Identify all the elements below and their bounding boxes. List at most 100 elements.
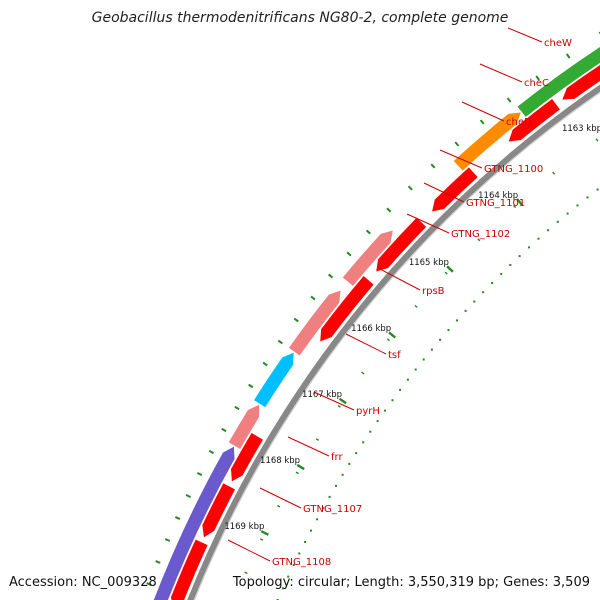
reverse-gene-arrow [287,289,342,357]
guide-dot [556,220,559,223]
guide-dot [348,462,351,465]
guide-dot [298,552,301,555]
guide-dot [335,484,337,487]
gene-leader-line [461,101,505,122]
gene-label: frr [331,452,343,463]
forward-strand-track [170,64,600,600]
guide-dot [310,529,312,532]
inner-tick [506,97,512,103]
inner-tick [146,582,152,586]
inner-tick [174,516,181,520]
inner-tick-ring [146,31,600,586]
inner-tick [479,119,485,125]
guide-dot [287,575,290,578]
reverse-strand-track [152,46,600,600]
guide-dot [414,368,417,371]
gene-leader-line [507,27,543,43]
gene-leader-line [406,213,450,234]
scale-label: 1164 kbp [478,191,518,201]
genome-summary-text: Topology: circular; Length: 3,550,319 bp… [232,575,590,590]
forward-gene-arrow [431,166,479,213]
forward-gene-arrow [375,216,428,273]
guide-dot [500,272,503,275]
dotted-guide-ring [276,188,599,600]
inner-tick [234,405,240,411]
gene-label: cheW [544,38,572,49]
minor-tick [552,171,556,175]
inner-tick [407,185,413,191]
guide-dot [482,291,485,294]
inner-tick [565,53,571,59]
gene-label: GTNG_1102 [451,229,510,240]
guide-dot [399,388,402,391]
guide-dot [447,329,450,332]
reverse-gene-arrow [516,46,600,119]
minor-tick [513,204,517,209]
inner-tick [248,383,254,389]
inner-tick [535,75,540,81]
guide-dot [328,495,331,498]
scale-label: 1163 kbp [562,124,600,134]
gene-label: pyrH [356,406,380,417]
scale-tick [516,198,524,206]
guide-dot [391,399,394,402]
inner-tick [155,560,161,564]
scale-tick [446,265,454,273]
forward-gene-arrow [507,97,562,143]
minor-tick [337,404,341,408]
inner-tick [365,229,371,235]
guide-dot [518,255,521,258]
minor-tick [414,304,418,308]
outer-tick-ring [244,138,599,575]
inner-tick [430,163,436,169]
reverse-gene-arrow [227,403,260,451]
scale-tick [338,397,347,405]
inner-tick [262,361,268,367]
guide-dot [473,300,476,303]
scale-tick [296,463,305,471]
inner-tick [386,207,392,213]
reverse-gene-arrow [452,111,522,172]
minor-tick [315,438,320,441]
minor-tick [444,271,448,275]
minor-tick [386,338,390,342]
scale-tick [260,530,269,536]
gene-labels: cheW cheC cheD GTNG_1100 GTNG_1101 GTNG_1102r… [227,27,572,568]
accession-text: Accession: NC_009328 [9,575,157,590]
scale-label: 1167 kbp [302,390,342,400]
gene-leader-line [479,63,523,83]
guide-dot [292,564,295,566]
backbone-highlight [193,91,600,600]
guide-dot [355,452,358,455]
forward-gene-arrow [201,482,237,539]
gene-label: cheC [524,78,549,89]
gene-label: GTNG_1100 [484,164,543,175]
inner-tick [310,295,316,301]
inner-tick [277,339,283,345]
guide-dot [406,378,409,381]
guide-dot [491,282,494,284]
inner-tick [346,251,352,257]
guide-dot [422,358,425,361]
guide-dot [304,541,307,543]
scale-label: 1166 kbp [351,324,391,334]
guide-dot [537,237,540,240]
guide-dot [281,587,284,590]
scale-label: 1169 kbp [224,522,264,532]
inner-tick [454,141,460,147]
gene-leader-line [439,149,483,169]
guide-dot [362,441,365,444]
gene-leader-line [313,391,355,411]
guide-dot [464,309,467,312]
gene-leader-line [379,268,421,291]
guide-dot [456,319,458,322]
guide-dot [596,188,599,191]
guide-dot [376,420,379,423]
minor-tick [295,471,299,475]
minor-tick [277,504,281,508]
gene-label: rpsB [422,286,445,297]
guide-dot [316,518,319,521]
